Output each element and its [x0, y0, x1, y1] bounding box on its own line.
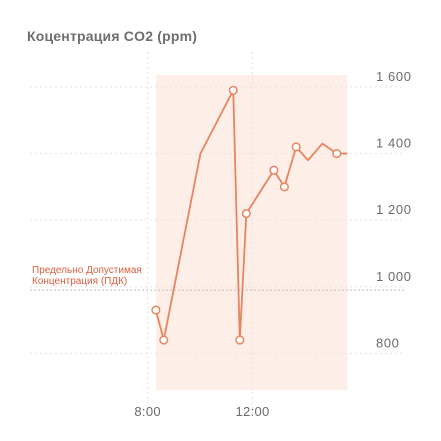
data-point	[291, 142, 301, 152]
y-tick-label: 1 000	[376, 269, 412, 284]
y-tick-label: 1 600	[376, 69, 412, 84]
data-point	[241, 208, 251, 219]
data-point	[269, 165, 279, 175]
x-tick-label: 8:00	[134, 404, 161, 419]
data-point	[228, 85, 238, 95]
data-point	[159, 335, 169, 345]
x-tick-label: 12:00	[236, 404, 270, 419]
y-tick-label: 1 200	[376, 202, 412, 217]
threshold-label-line: Предельно Допустимая	[32, 265, 142, 276]
data-point	[235, 335, 245, 345]
data-point	[151, 305, 161, 315]
y-tick-label: 1 400	[376, 136, 412, 151]
data-point	[332, 149, 342, 159]
data-point	[279, 182, 289, 192]
chart-title: Коцентрация CO2 (ppm)	[27, 28, 198, 44]
threshold-label-line: Концентрация (ПДК)	[32, 276, 127, 287]
y-tick-label: 800	[376, 335, 400, 350]
data-area	[155, 75, 348, 390]
